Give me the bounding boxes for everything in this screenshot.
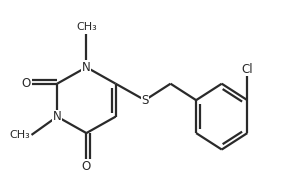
Text: Cl: Cl xyxy=(242,63,253,76)
Text: S: S xyxy=(141,94,149,107)
Text: N: N xyxy=(82,61,91,74)
Text: CH₃: CH₃ xyxy=(76,22,97,32)
Text: N: N xyxy=(53,110,62,123)
Text: O: O xyxy=(82,159,91,173)
Text: CH₃: CH₃ xyxy=(10,130,31,140)
Text: O: O xyxy=(21,77,31,90)
